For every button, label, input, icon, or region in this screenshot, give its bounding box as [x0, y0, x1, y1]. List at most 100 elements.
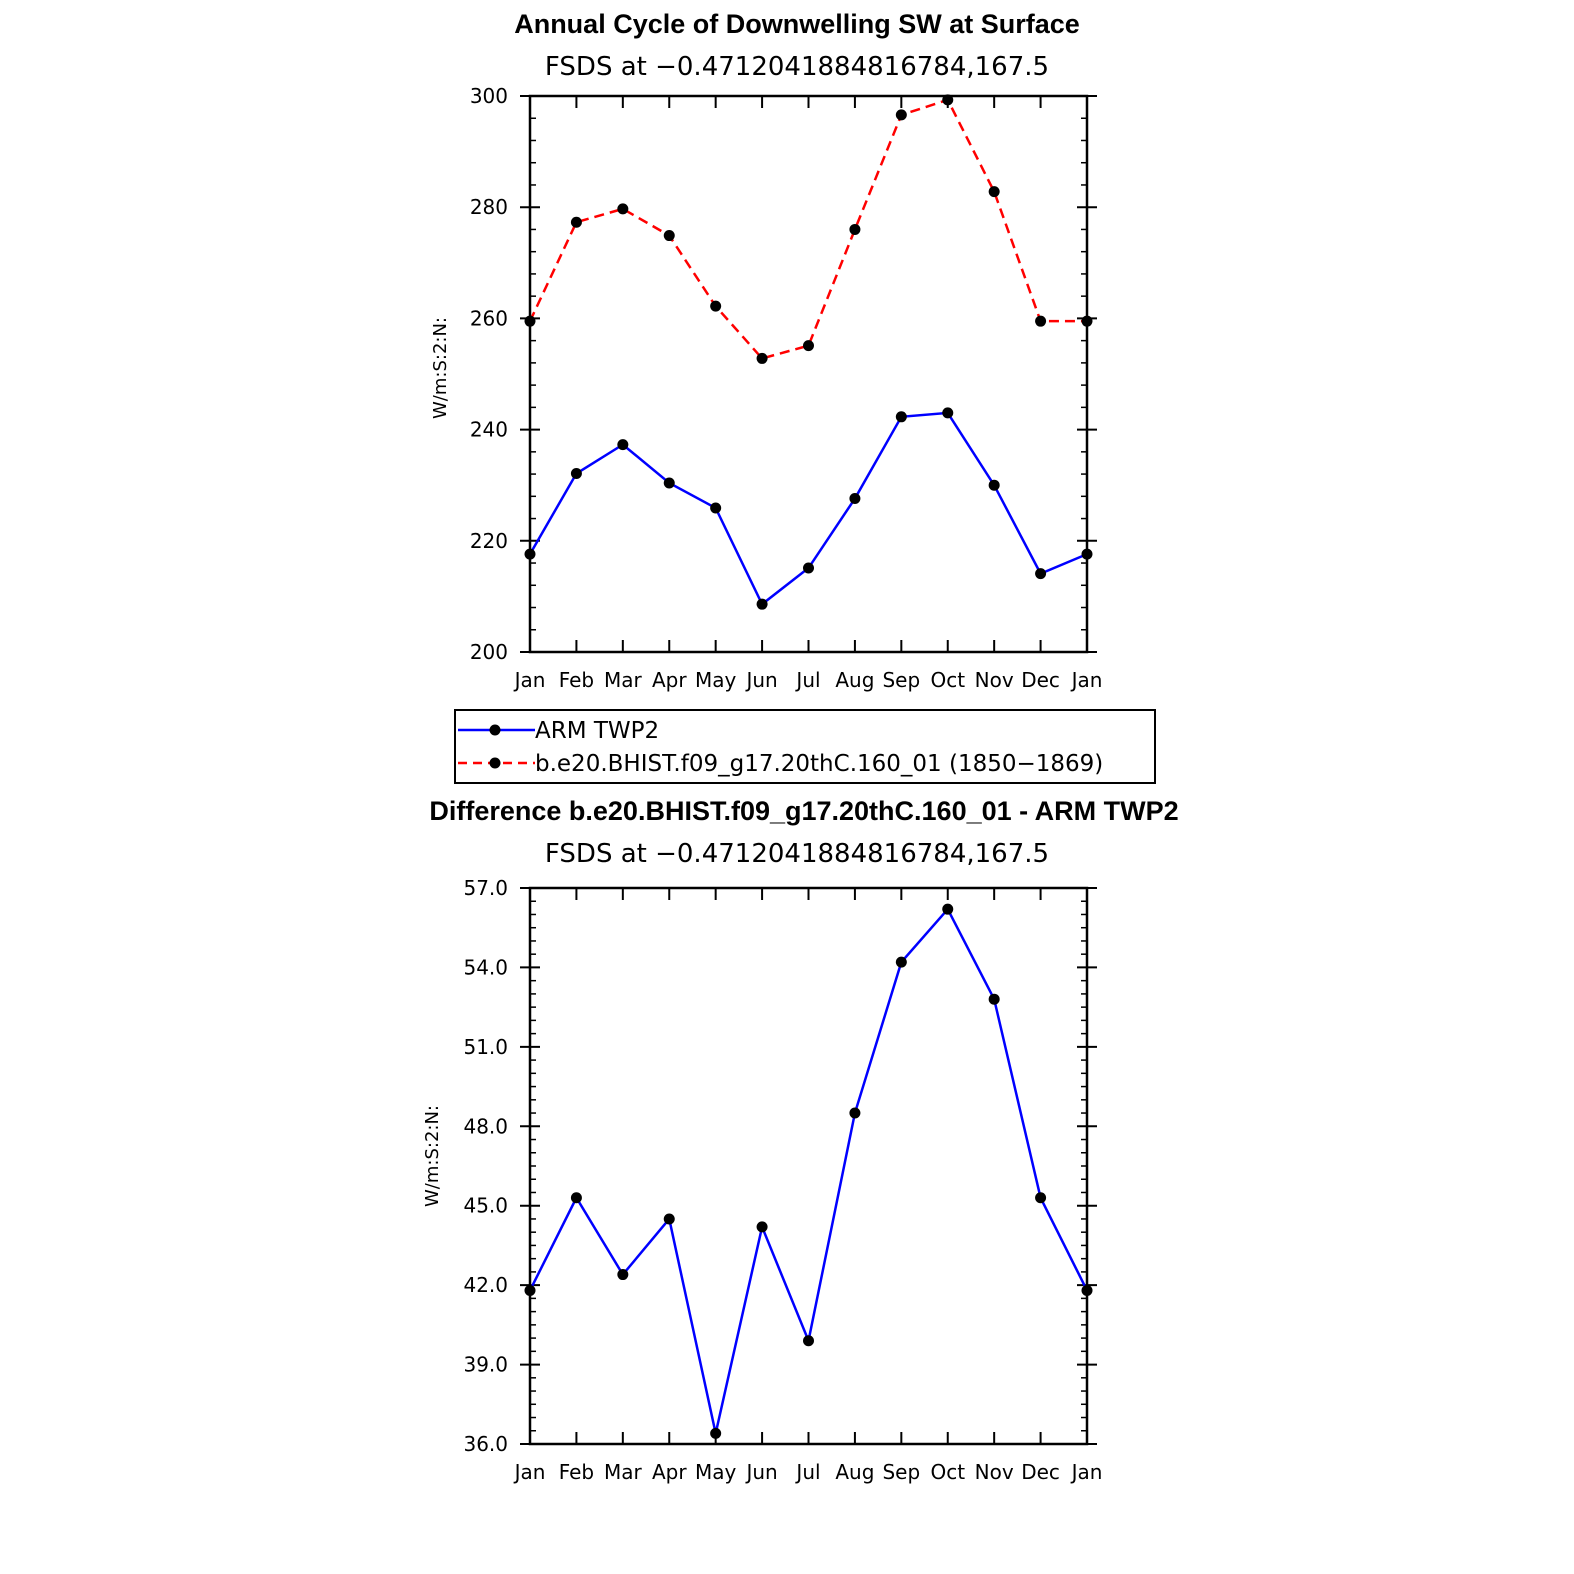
data-point [849, 493, 861, 505]
x-tick-label: Jan [513, 1460, 546, 1484]
data-point [617, 439, 629, 451]
x-tick-label: Mar [604, 668, 643, 692]
difference-chart: Difference b.e20.BHIST.f09_g17.20thC.160… [422, 796, 1179, 1484]
x-tick-label: Feb [559, 1460, 594, 1484]
series-line [528, 906, 1089, 1434]
legend-entry-model: b.e20.BHIST.f09_g17.20thC.160_01 (1850−1… [458, 751, 1103, 777]
x-tick-label: May [695, 668, 737, 692]
x-tick-label: Nov [975, 1460, 1014, 1484]
x-tick-label: Nov [975, 668, 1014, 692]
data-point [756, 352, 768, 364]
data-point [617, 1269, 629, 1281]
data-point [895, 109, 907, 121]
data-point [570, 1192, 582, 1204]
y-tick-label: 48.0 [463, 1114, 508, 1138]
data-point [849, 1107, 861, 1119]
x-tick-label: Oct [930, 668, 965, 692]
legend-entry-arm-twp2: ARM TWP2 [458, 718, 659, 744]
data-point [663, 1213, 675, 1225]
y-tick-label: 280 [470, 195, 508, 219]
data-point [803, 1335, 814, 1347]
x-tick-label: Jan [1070, 668, 1103, 692]
chart-title: Difference b.e20.BHIST.f09_g17.20thC.160… [429, 796, 1178, 826]
chart-title: Annual Cycle of Downwelling SW at Surfac… [514, 9, 1080, 39]
y-tick-label: 240 [470, 418, 508, 442]
y-tick-label: 39.0 [463, 1353, 508, 1377]
y-tick-label: 45.0 [463, 1194, 508, 1218]
data-point [710, 300, 722, 312]
data-point [663, 477, 675, 489]
data-point [1081, 1284, 1093, 1296]
data-point [803, 562, 814, 574]
y-axis-label: W/m:S:2:N: [430, 317, 451, 419]
x-tick-label: Sep [882, 1460, 920, 1484]
plot-area: Jan Feb Mar Apr May Jun Jul Aug Sep Oct Nov Dec Jan3… [463, 876, 1102, 1484]
data-point [942, 94, 954, 106]
plot-frame [528, 886, 1089, 1446]
x-tick-label: Aug [835, 668, 874, 692]
y-tick-label: 36.0 [463, 1432, 508, 1456]
x-tick-label: Aug [835, 1460, 874, 1484]
x-tick-label: May [695, 1460, 737, 1484]
y-axis-label: W/m:S:2:N: [422, 1105, 443, 1207]
series-line [528, 98, 1087, 360]
data-point [756, 1221, 768, 1233]
x-tick-label: Apr [652, 668, 687, 692]
data-point [1035, 1192, 1047, 1204]
data-point [663, 230, 675, 242]
legend-label: b.e20.BHIST.f09_g17.20thC.160_01 (1850−1… [535, 751, 1103, 777]
x-tick-label: Jun [744, 1460, 777, 1484]
data-point [710, 502, 722, 514]
x-tick-label: Jul [794, 668, 820, 692]
y-tick-label: 220 [470, 529, 508, 553]
x-tick-label: Oct [930, 1460, 965, 1484]
chart-subtitle: FSDS at −0.4712041884816784,167.5 [545, 839, 1049, 869]
data-point [570, 216, 582, 228]
data-point [988, 993, 1000, 1005]
x-tick-label: Dec [1021, 1460, 1060, 1484]
x-tick-label: Feb [559, 668, 594, 692]
x-tick-label: Sep [882, 668, 920, 692]
x-tick-label: Jul [794, 1460, 820, 1484]
series-line [528, 411, 1088, 607]
x-tick-label: Mar [604, 1460, 643, 1484]
x-tick-label: Jun [744, 668, 777, 692]
legend-marker [489, 724, 501, 736]
y-tick-label: 42.0 [463, 1273, 508, 1297]
data-point [895, 411, 907, 423]
data-point [942, 407, 954, 419]
data-point [803, 340, 814, 352]
y-tick-label: 51.0 [463, 1035, 508, 1059]
data-point [524, 1284, 536, 1296]
x-tick-label: Apr [652, 1460, 687, 1484]
data-point [524, 548, 536, 560]
chart-subtitle: FSDS at −0.4712041884816784,167.5 [545, 52, 1049, 82]
data-point [756, 598, 768, 610]
data-point [524, 315, 536, 327]
x-tick-label: Dec [1021, 668, 1060, 692]
legend-marker [489, 757, 501, 769]
data-point [617, 203, 629, 215]
legend-box [454, 709, 1156, 784]
x-tick-label: Jan [1070, 1460, 1103, 1484]
data-point [988, 186, 1000, 198]
y-tick-label: 54.0 [463, 955, 508, 979]
data-point [1035, 315, 1047, 327]
y-tick-label: 260 [470, 306, 508, 330]
y-tick-label: 300 [470, 84, 508, 108]
x-tick-label: Jan [513, 668, 546, 692]
plot-area: Jan Feb Mar Apr May Jun Jul Aug Sep Oct Nov Dec Jan2… [470, 84, 1103, 692]
data-point [895, 956, 907, 968]
data-point [849, 223, 861, 235]
data-point [942, 903, 954, 915]
data-point [1035, 568, 1047, 580]
data-point [710, 1427, 722, 1439]
y-tick-label: 57.0 [463, 876, 508, 900]
legend-label: ARM TWP2 [535, 718, 659, 744]
data-point [1081, 315, 1093, 327]
data-point [1081, 548, 1093, 560]
y-tick-label: 200 [470, 640, 508, 664]
data-point [988, 479, 1000, 491]
annual-cycle-chart: Annual Cycle of Downwelling SW at Surfac… [430, 9, 1102, 692]
